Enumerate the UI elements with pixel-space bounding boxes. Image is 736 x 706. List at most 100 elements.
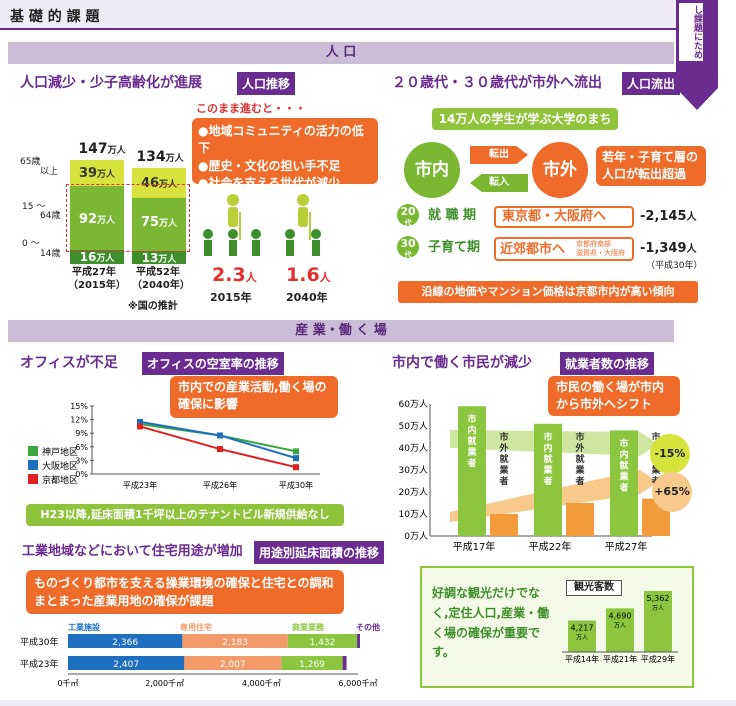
x-tick-label: 平成29年 — [641, 654, 675, 664]
bar-label-char: 業 — [650, 464, 661, 476]
axis-0: 0 ～ — [22, 239, 40, 249]
estimate-note: ※国の推計 — [128, 301, 178, 312]
university-box: 14万人の学生が学ぶ大学のまち — [432, 108, 618, 130]
x-tick-label: 平成27年 — [605, 540, 648, 553]
bar — [610, 430, 638, 536]
bar-label-char: 者 — [466, 457, 476, 469]
floor-area-chart: 2,366 2,407 工業施設 2,183 2,007 専用住宅 1,432 1,269 商業… — [20, 622, 380, 688]
age20-badge: 20 代 — [397, 204, 419, 227]
x-tick-label: 平成17年 — [453, 540, 496, 553]
legend-swatch — [28, 460, 38, 470]
data-point — [137, 418, 143, 425]
y-tick-label: 3% — [75, 456, 88, 465]
legend-label: 大阪地区 — [42, 460, 78, 472]
legend-swatch — [28, 446, 38, 456]
data-point — [137, 423, 143, 430]
footer-bar — [0, 700, 736, 706]
bar — [566, 503, 594, 536]
bar2-working-label: 75万人 — [140, 215, 178, 230]
x-tick-label: 平成21年 — [603, 654, 637, 664]
bar2-year: 平成52年 — [136, 267, 180, 278]
y-tick-label: 10万人 — [399, 509, 428, 520]
bar1-working — [70, 186, 124, 250]
bar-label-char: 業 — [498, 464, 509, 476]
bar-label-char: 内 — [619, 448, 628, 460]
bar1-child-label: 16万人 — [79, 250, 115, 264]
bar1-year: 平成27年 — [72, 267, 116, 278]
data-point — [217, 432, 223, 439]
y-tick-label: 40万人 — [399, 443, 428, 454]
bar-value: 1,269 — [299, 660, 325, 670]
land-price-box: 沿線の地価やマンション価格は京都市内が高い傾向 — [398, 281, 698, 303]
bar-label-char: 内 — [543, 442, 552, 454]
x-tick-label: 平成14年 — [565, 654, 599, 664]
bar2-working — [132, 198, 186, 251]
header-title: 基 礎 的 課 題 — [10, 9, 100, 25]
office-vacancy-chart: 15% 12% 9% 6% 3% 0% 平成23年 平成26年 平成30年 神戸地区大阪地区京都地… — [28, 402, 320, 490]
bar-value: 2,407 — [113, 660, 139, 670]
working-age-dashed-box — [66, 184, 190, 252]
job-value: -2,145人 — [640, 209, 697, 224]
bar-label-char: 者 — [574, 475, 584, 487]
bar-value: 5,362 — [647, 594, 670, 603]
inflow-arrow: 転入 — [470, 174, 528, 192]
bar-label-char: 外 — [498, 442, 508, 454]
population-decline-heading: 人口減少・少子高齢化が進展 — [20, 75, 202, 91]
x-tick-label: 2,000千㎡ — [145, 678, 184, 688]
worker-heading: 市内で働く市民が減少 — [392, 355, 532, 371]
y-tick-label: 15% — [70, 402, 88, 411]
bar-label-char: 市 — [543, 431, 552, 443]
worker-tag: 就業者数の推移 — [560, 352, 655, 375]
bar-label-char: 市 — [575, 431, 584, 443]
x-tick-label: 0千㎡ — [57, 678, 78, 688]
bar-label-char: 者 — [542, 475, 552, 487]
young-outflow-box: 若年・子育て層の人口が転出超過 — [596, 146, 706, 186]
bar-label-char: 就 — [543, 453, 552, 465]
ratio-2015: 2.3人 — [212, 264, 257, 286]
bar1-total: 147万人 — [78, 141, 126, 157]
industry-band: 産 業・働 く 場 — [8, 320, 674, 342]
bar2-year2: （2040年） — [132, 280, 190, 291]
bar2-elderly-label: 46万人 — [140, 176, 178, 191]
outflow-arrow: 転出 — [470, 146, 528, 164]
bar-label-char: 市 — [651, 431, 660, 443]
stacked-bar — [184, 656, 282, 670]
tourism-bar — [606, 608, 634, 652]
population-trend-tag: 人口推移 — [237, 72, 296, 95]
axis-0b: 14歳 — [40, 249, 61, 259]
legend-swatch — [28, 474, 38, 484]
axis-65b: 以上 — [40, 167, 59, 177]
y-tick-label: 50万人 — [399, 421, 428, 432]
bar1-elderly — [70, 160, 124, 186]
axis-15b: 64歳 — [40, 211, 61, 221]
office-tag: オフィスの空室率の推移 — [142, 352, 284, 375]
bar-label-char: 市 — [619, 437, 628, 449]
x-tick-label: 平成23年 — [123, 480, 157, 490]
side-tab: し課題にため — [676, 0, 718, 110]
impact-item: ●社会を支える世代が減少... — [198, 176, 354, 191]
x-tick-label: 4,000千㎡ — [242, 678, 281, 688]
stacked-bar — [281, 656, 343, 670]
outflow-heading: ２０歳代・３０歳代が市外へ流出 — [392, 75, 602, 91]
bar-value: 2,366 — [112, 638, 138, 648]
y-tick-label: 0% — [75, 470, 88, 479]
legend-label: 専用住宅 — [180, 622, 212, 632]
data-point — [293, 464, 299, 471]
age30-badge: 30 代 — [397, 236, 419, 259]
bar — [534, 423, 562, 536]
ratio-2015-year: 2015年 — [210, 291, 252, 304]
plus65-badge: +65% — [652, 472, 692, 512]
bar-label-char: 者 — [498, 475, 508, 487]
x-tick-label: 平成26年 — [203, 480, 237, 490]
bar2-child — [132, 251, 186, 264]
row-label: 平成30年 — [20, 636, 58, 648]
bar1-elderly-label: 39万人 — [78, 166, 116, 181]
y-tick-label: 20万人 — [399, 487, 428, 498]
support-figures — [203, 194, 321, 256]
tourism-text: 好調な観光だけでなく,定住人口,産業・働く場の確保が重要です。 — [432, 586, 550, 660]
stacked-bar — [287, 634, 358, 648]
bar1-child — [70, 250, 124, 264]
data-point — [293, 448, 299, 455]
worker-shift-box: 市民の働く場が市内から市外へシフト — [548, 376, 680, 416]
child-destination: 近郊都市へ 京都府南部 滋賀県・大阪府 — [494, 237, 634, 261]
